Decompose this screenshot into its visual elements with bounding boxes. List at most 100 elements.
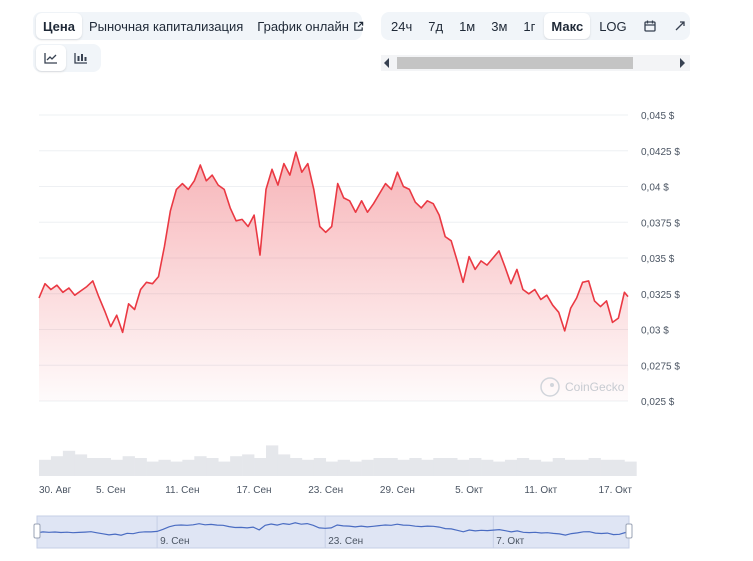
- navigator-tick-label: 23. Сен: [328, 536, 363, 547]
- y-tick-label: 0,0325 $: [641, 290, 680, 301]
- volume-bar: [50, 456, 64, 476]
- volume-bar: [552, 458, 566, 476]
- volume-bar: [182, 459, 195, 476]
- scroll-thumb[interactable]: [397, 57, 633, 69]
- volume-bar: [301, 459, 315, 476]
- volume-bar: [624, 461, 637, 476]
- y-tick-label: 0,045 $: [641, 111, 675, 122]
- volume-bar: [433, 458, 446, 476]
- watermark-text: CoinGecko: [565, 380, 625, 394]
- volume-bar: [230, 456, 243, 476]
- navigator-tick-label: 9. Сен: [160, 536, 189, 547]
- calendar-button[interactable]: [636, 13, 664, 39]
- volume-bar: [74, 454, 88, 476]
- volume-bar: [325, 461, 339, 476]
- volume-bar: [146, 461, 159, 476]
- y-tick-label: 0,04 $: [641, 183, 669, 194]
- y-tick-label: 0,025 $: [641, 397, 675, 408]
- volume-bar: [218, 461, 231, 476]
- volume-bar: [39, 459, 52, 476]
- line-chart-button[interactable]: [36, 45, 66, 71]
- volume-bar: [564, 459, 577, 476]
- navigator-handle-right[interactable]: [625, 523, 633, 539]
- candlestick-icon: [74, 53, 87, 64]
- tab-market-cap[interactable]: Рыночная капитализация: [88, 18, 244, 34]
- volume-bar: [206, 458, 219, 476]
- y-tick-label: 0,0425 $: [641, 147, 680, 158]
- navigator-tick-label: 7. Окт: [496, 536, 524, 547]
- range-log[interactable]: LOG: [599, 18, 627, 34]
- x-tick-label: 29. Сен: [380, 485, 415, 496]
- y-tick-label: 0,03 $: [641, 326, 669, 337]
- x-tick-label: 11. Окт: [524, 485, 557, 496]
- volume-bar: [242, 454, 255, 476]
- watermark: CoinGecko: [540, 377, 625, 397]
- navigator[interactable]: 9. Сен 23. Сен 7. Окт: [33, 515, 633, 549]
- expand-icon: [675, 21, 685, 31]
- candlestick-button[interactable]: [66, 45, 96, 71]
- chart-tabs: Цена Рыночная капитализация График онлай…: [33, 12, 364, 40]
- tab-live-chart-label: График онлайн: [257, 18, 349, 34]
- x-tick-label: 5. Сен: [96, 485, 125, 496]
- volume-bar: [528, 459, 542, 476]
- chart-type-toggle: [33, 44, 101, 72]
- x-tick-label: 11. Сен: [165, 485, 199, 496]
- volume-bar: [481, 459, 494, 476]
- volume-bar: [254, 458, 267, 476]
- volume-bar: [612, 459, 625, 476]
- volume-bar: [313, 458, 327, 476]
- volume-bar: [337, 459, 350, 476]
- volume-bar: [600, 459, 613, 476]
- x-tick-label: 23. Сен: [308, 485, 343, 496]
- volume-bar: [122, 456, 135, 476]
- volume-bar: [540, 461, 554, 476]
- volume-bar: [134, 458, 147, 476]
- range-scrollbar[interactable]: [381, 55, 690, 71]
- volume-bar: [516, 458, 530, 476]
- volume-bar: [265, 445, 279, 476]
- volume-bar: [504, 459, 518, 476]
- x-tick-label: 17. Сен: [237, 485, 272, 496]
- volume-bar: [588, 458, 601, 476]
- volume-bar: [194, 456, 207, 476]
- coingecko-logo-icon: [540, 377, 560, 397]
- range-max[interactable]: Макс: [544, 13, 591, 39]
- range-1m[interactable]: 1м: [459, 18, 476, 34]
- scroll-right-arrow-icon[interactable]: [680, 58, 685, 68]
- range-1y[interactable]: 1г: [523, 18, 536, 34]
- y-tick-label: 0,0375 $: [641, 218, 680, 229]
- scroll-left-arrow-icon[interactable]: [384, 58, 389, 68]
- range-3m[interactable]: 3м: [491, 18, 508, 34]
- volume-bar: [361, 459, 374, 476]
- y-tick-label: 0,035 $: [641, 254, 675, 265]
- volume-bar: [385, 458, 398, 476]
- volume-bar: [492, 461, 506, 476]
- range-24h[interactable]: 24ч: [391, 18, 413, 34]
- price-line[interactable]: [38, 151, 629, 334]
- external-link-icon: [354, 21, 364, 31]
- volume-bar: [349, 461, 362, 476]
- range-7d[interactable]: 7д: [428, 18, 444, 34]
- volume-bar: [469, 458, 482, 476]
- volume-bar: [98, 458, 112, 476]
- calendar-icon: [644, 20, 656, 32]
- volume-bar: [277, 454, 291, 476]
- volume-bar: [409, 458, 422, 476]
- line-chart-icon: [44, 53, 57, 64]
- price-area: [39, 152, 628, 401]
- x-tick-label: 30. Авг: [39, 485, 72, 496]
- x-tick-label: 5. Окт: [455, 485, 483, 496]
- volume-bar: [397, 459, 410, 476]
- navigator-line: [36, 522, 630, 536]
- y-tick-label: 0,0275 $: [641, 361, 680, 372]
- range-selector: 24ч 7д 1м 3м 1г Макс LOG: [381, 12, 690, 40]
- volume-bar: [289, 458, 303, 476]
- expand-button[interactable]: [666, 13, 690, 39]
- volume-bar: [110, 459, 123, 476]
- tab-live-chart[interactable]: График онлайн: [250, 13, 371, 39]
- volume-bar: [457, 459, 470, 476]
- tab-price[interactable]: Цена: [36, 13, 82, 39]
- navigator-handle-left[interactable]: [33, 523, 41, 539]
- volume-bar: [158, 459, 171, 476]
